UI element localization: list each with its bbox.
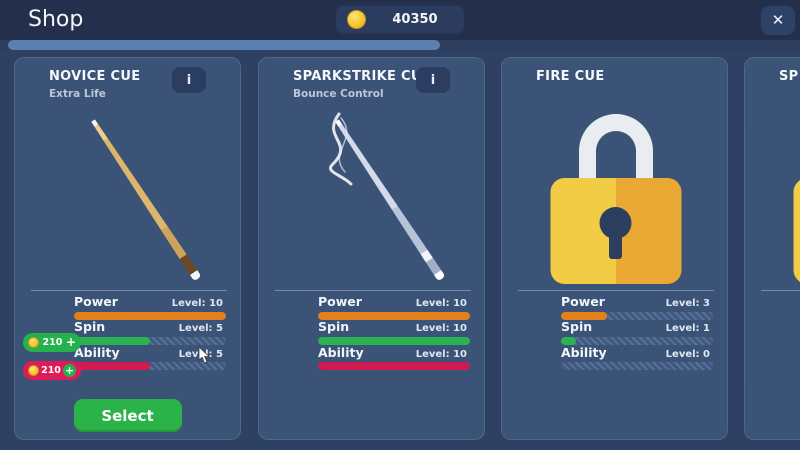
stat-level-power: Level: 10 — [171, 298, 223, 309]
stat-label-power: Power — [561, 294, 605, 309]
stat-bar-spin — [561, 337, 713, 345]
coin-amount: 40350 — [392, 12, 438, 27]
upgrade-spin-button[interactable]: 210 + — [23, 333, 81, 352]
keyhole-stem — [609, 232, 622, 259]
divider — [518, 290, 714, 291]
divider — [761, 290, 800, 291]
coin-counter: 40350 — [334, 4, 466, 35]
stat-bar-power — [561, 312, 713, 320]
stat-level-spin: Level: 1 — [665, 323, 710, 334]
divider — [275, 290, 471, 291]
plus-icon: + — [65, 335, 76, 349]
info-button[interactable]: i — [172, 67, 206, 93]
upgrade-ability-button[interactable]: 210 + — [23, 361, 81, 380]
card-subtitle: Bounce Control — [293, 88, 384, 100]
cue-card-novice: NOVICE CUE Extra Life i Power Level: 10 … — [14, 57, 241, 440]
card-title: FIRE CUE — [536, 69, 605, 84]
card-title: NOVICE CUE — [49, 69, 141, 84]
stat-level-spin: Level: 10 — [415, 323, 467, 334]
mouse-cursor-icon — [198, 347, 211, 364]
card-title: SPARKSTRIKE CUE — [293, 69, 431, 84]
cue-image-wooden — [15, 58, 242, 290]
header-bar: Shop 40350 ✕ — [0, 0, 800, 40]
stat-label-ability: Ability — [74, 345, 120, 360]
wooden-cue-stick — [89, 118, 201, 281]
stat-bar-power — [318, 312, 470, 320]
scrollbar-track[interactable] — [0, 40, 800, 50]
spark-effect-icon — [329, 112, 353, 186]
card-title: SP — [779, 69, 799, 84]
coin-icon — [347, 10, 366, 29]
stat-label-spin: Spin — [74, 319, 106, 334]
scrollbar-thumb[interactable] — [8, 40, 440, 50]
stat-bar-power — [74, 312, 226, 320]
page-title: Shop — [28, 7, 84, 32]
upgrade-cost: 210 — [42, 337, 63, 348]
card-subtitle: Extra Life — [49, 88, 106, 100]
coin-icon — [28, 337, 39, 348]
stat-level-power: Level: 3 — [665, 298, 710, 309]
upgrade-cost: 210 — [41, 365, 61, 376]
stat-level-ability: Level: 0 — [665, 349, 710, 360]
cue-card-fire: FIRE CUE Power Level: 3 Spin Level: 1 Ab… — [501, 57, 728, 440]
stat-label-spin: Spin — [561, 319, 593, 334]
stat-level-spin: Level: 5 — [178, 323, 223, 334]
stat-bar-ability — [561, 362, 713, 370]
divider — [31, 290, 227, 291]
lock-shackle — [578, 114, 653, 180]
stat-bar-spin — [74, 337, 226, 345]
close-icon: ✕ — [771, 11, 785, 29]
close-button[interactable]: ✕ — [761, 6, 795, 35]
cue-card-sparkstrike: SPARKSTRIKE CUE Bounce Control i Power L… — [258, 57, 485, 440]
cue-card-partial: SP — [744, 57, 800, 440]
plus-icon: + — [63, 364, 76, 377]
info-icon: i — [430, 72, 436, 88]
stat-label-spin: Spin — [318, 319, 350, 334]
info-icon: i — [186, 72, 192, 88]
lock-body — [793, 178, 800, 284]
stat-bar-ability — [74, 362, 226, 370]
stat-level-power: Level: 10 — [415, 298, 467, 309]
lock-icon — [502, 114, 729, 286]
stat-label-power: Power — [318, 294, 362, 309]
stat-level-ability: Level: 10 — [415, 349, 467, 360]
stat-label-ability: Ability — [318, 345, 364, 360]
stat-bar-ability — [318, 362, 470, 370]
coin-icon — [28, 365, 39, 376]
stat-label-power: Power — [74, 294, 118, 309]
info-button[interactable]: i — [416, 67, 450, 93]
stat-bar-spin — [318, 337, 470, 345]
lock-body — [550, 178, 681, 284]
lock-icon — [745, 114, 800, 286]
cue-image-silver — [259, 58, 486, 290]
select-button[interactable]: Select — [73, 399, 182, 432]
stat-label-ability: Ability — [561, 345, 607, 360]
